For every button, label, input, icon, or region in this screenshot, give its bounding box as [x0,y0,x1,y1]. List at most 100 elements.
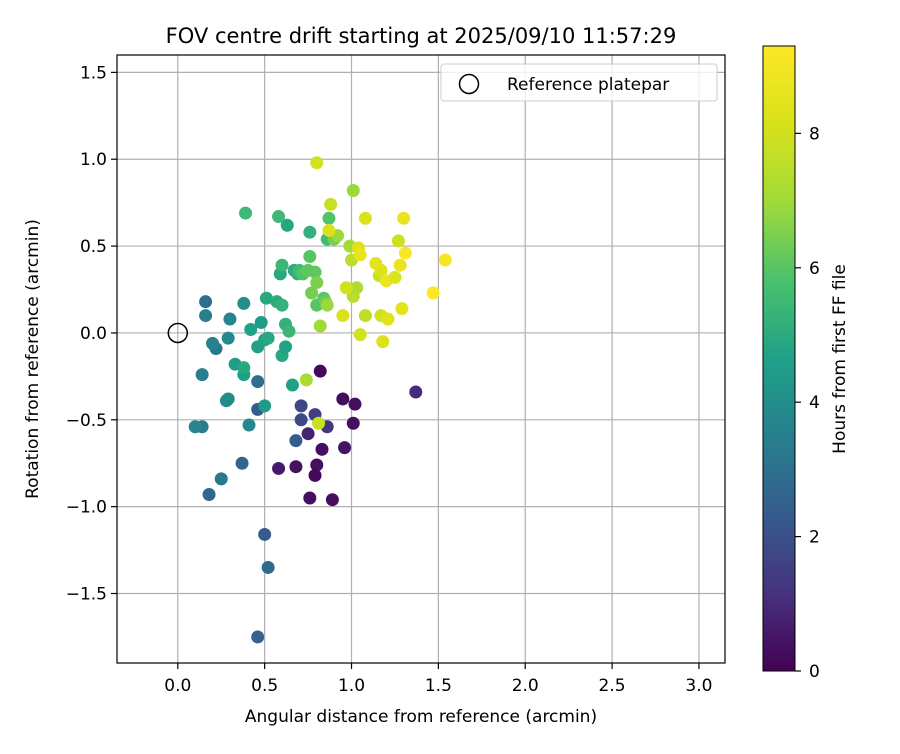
data-point [438,253,452,267]
y-tick-label: −1.5 [66,585,107,605]
reference-marker [167,322,189,344]
legend-entry-reference: Reference platepar [507,75,669,95]
colorbar-tick-label: 0 [809,662,820,682]
colorbar-label: Hours from first FF file [830,264,850,454]
data-point [282,324,296,338]
x-tick-label: 1.5 [425,676,452,696]
data-point [219,394,233,408]
data-point [398,246,412,260]
x-tick-label: 0.0 [164,676,191,696]
data-point [199,309,213,323]
y-axis-label: Rotation from reference (arcmin) [23,219,43,499]
data-point [272,210,286,224]
data-point [339,281,353,295]
data-point [338,441,352,455]
x-tick-label: 2.0 [512,676,539,696]
data-point [305,286,319,300]
data-point [237,296,251,310]
y-tick-label: −1.0 [66,498,107,518]
data-point [391,234,405,248]
data-point [303,225,317,239]
data-points [188,156,452,644]
data-point [275,298,289,312]
data-point [303,250,317,264]
data-point [322,211,336,225]
grid [117,55,725,663]
y-tick-label: 1.5 [80,63,107,83]
legend: Reference platepar [440,63,718,102]
data-point [376,335,390,349]
data-point [388,270,402,284]
colorbar-tick-label: 6 [809,259,820,279]
data-point [244,322,258,336]
data-point [280,218,294,232]
data-point [313,364,327,378]
y-axis: −1.5 −1.0 −0.5 0.0 0.5 1.0 1.5 [66,63,117,605]
y-tick-label: −0.5 [66,411,107,431]
data-point [426,286,440,300]
data-point [251,375,265,389]
data-point [358,309,372,323]
data-point [350,281,364,295]
colorbar-tick-label: 2 [809,528,820,548]
data-point [358,211,372,225]
data-point [313,319,327,333]
colorbar-tick-label: 8 [809,124,820,144]
data-point [221,331,235,345]
data-point [214,472,228,486]
data-point [235,456,249,470]
data-point [308,265,322,279]
data-point [310,458,324,472]
data-point [303,491,317,505]
data-point [320,298,334,312]
data-point [353,328,367,342]
y-tick-label: 0.5 [80,237,107,257]
y-tick-label: 1.0 [80,150,107,170]
data-point [254,316,268,330]
data-point [202,487,216,501]
data-point [239,206,253,220]
data-point [279,340,293,354]
colorbar-ticks: 0 2 4 6 8 [795,124,820,682]
data-point [325,493,339,507]
data-point [308,468,322,482]
data-point [395,302,409,316]
data-point [258,527,272,541]
plot-frame [116,54,726,664]
data-point [322,223,336,237]
data-point [223,312,237,326]
data-point [237,361,251,375]
data-point [346,183,360,197]
colorbar-gradient [762,45,796,672]
legend-box [440,63,718,102]
data-point [393,258,407,272]
data-point [409,385,423,399]
data-point [289,434,303,448]
data-point [301,427,315,441]
data-point [275,258,289,272]
data-point [348,397,362,411]
data-point [397,211,411,225]
data-point [195,368,209,382]
data-point [315,442,329,456]
x-tick-label: 0.5 [251,676,278,696]
data-point [299,373,313,387]
chart-title: FOV centre drift starting at 2025/09/10 … [166,24,677,48]
data-point [261,331,275,345]
colorbar-tick-label: 4 [809,393,820,413]
y-tick-label: 0.0 [80,324,107,344]
data-point [346,416,360,430]
data-point [242,418,256,432]
data-point [336,309,350,323]
data-point [199,295,213,309]
data-point [336,392,350,406]
data-point [259,291,273,305]
data-point [272,461,286,475]
data-point [374,263,388,277]
data-point [381,312,395,326]
data-point [324,197,338,211]
x-tick-label: 1.0 [338,676,365,696]
colorbar: 0 2 4 6 8 Hours from first FF file [762,45,850,682]
